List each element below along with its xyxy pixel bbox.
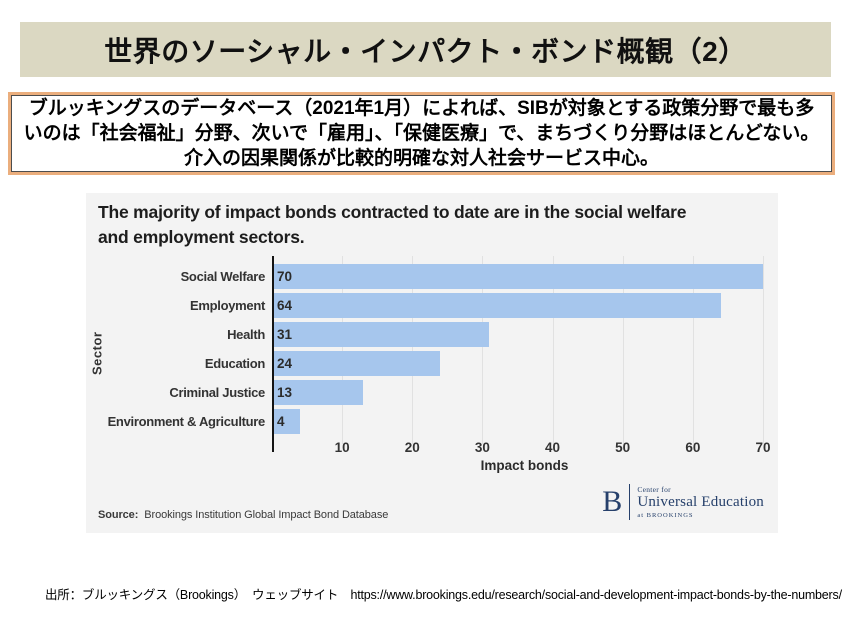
bar-row: 31 [272,320,777,349]
category-label: Education [204,356,265,371]
x-tick-label: 70 [755,440,771,455]
chart-title: The majority of impact bonds contracted … [98,202,687,247]
bar-value-label: 31 [277,327,293,342]
bar-row: 64 [272,291,777,320]
chart-source: Source: Brookings Institution Global Impa… [98,509,388,521]
x-axis-label: Impact bonds [480,458,569,473]
bar: 13 [272,380,364,405]
bar-row: 4 [272,407,777,436]
y-axis-line [272,256,274,452]
logo-at-brookings: at BROOKINGS [637,512,694,520]
bar: 4 [272,409,301,434]
gridline-60 [692,256,694,444]
gridline-40 [552,256,554,444]
logo-divider [629,484,631,520]
bar: 64 [272,293,721,318]
bar-row: 70 [272,262,777,291]
bar-row: 24 [272,349,777,378]
summary-box: ブルッキングスのデータベース（2021年1月）によれば、SIBが対象とする政策分… [8,92,835,175]
summary-text: ブルッキングスのデータベース（2021年1月）によれば、SIBが対象とする政策分… [23,97,820,170]
bar: 70 [272,264,763,289]
bar-value-label: 4 [277,414,285,429]
footer-source: 出所：ブルッキングス（Brookings） ウェッブサイト https://ww… [45,588,842,602]
category-label: Employment [189,298,265,313]
gridline-50 [622,256,624,444]
bar: 24 [272,351,441,376]
plot-area: 70 64 31 24 13 4 10 20 30 40 50 60 70 [272,256,777,455]
bar-value-label: 64 [277,298,293,313]
x-tick-label: 50 [615,440,631,455]
brookings-b-mark: B [602,485,623,518]
x-tick-label: 20 [404,440,420,455]
bar-row: 13 [272,378,777,407]
category-label: Environment & Agriculture [107,414,266,429]
bar-value-label: 70 [277,269,293,284]
category-label: Criminal Justice [169,385,265,400]
category-label: Health [227,327,265,342]
brookings-logo: B Center for Universal Education at BROO… [602,484,764,520]
bar-value-label: 24 [277,356,293,371]
slide-title: 世界のソーシャル・インパクト・ボンド概観（2） [104,35,747,67]
category-labels-column: Social Welfare Employment Health Education C… [98,262,271,436]
slide-title-bar: 世界のソーシャル・インパクト・ボンド概観（2） [20,22,831,77]
logo-center-for: Center for [637,484,671,494]
gridline-70 [762,256,764,444]
category-label: Social Welfare [180,269,266,284]
summary-box-inner: ブルッキングスのデータベース（2021年1月）によれば、SIBが対象とする政策分… [11,95,832,172]
chart-card: The majority of impact bonds contracted … [86,193,778,533]
logo-text-block: Center for Universal Education at BROOKI… [630,485,764,519]
source-label: Source: [98,509,139,521]
gridline-30 [482,256,484,444]
gridline-10 [342,256,344,444]
source-text: Brookings Institution Global Impact Bond… [144,509,389,521]
x-tick-label: 60 [685,440,701,455]
x-tick-label: 40 [545,440,561,455]
gridline-20 [412,256,414,444]
x-tick-label: 30 [474,440,490,455]
bar: 31 [272,322,490,347]
x-tick-label: 10 [334,440,350,455]
bar-value-label: 13 [277,385,293,400]
logo-universal-education: Universal Education [637,493,764,510]
